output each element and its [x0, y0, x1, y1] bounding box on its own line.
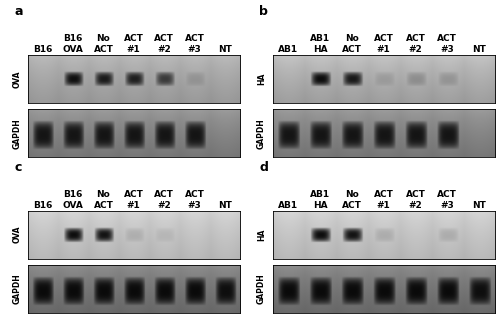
- Text: NT: NT: [218, 45, 232, 54]
- Text: GAPDH: GAPDH: [257, 118, 266, 149]
- Text: ACT
#2: ACT #2: [154, 190, 174, 210]
- Text: GAPDH: GAPDH: [12, 274, 21, 304]
- Text: ACT
#3: ACT #3: [438, 190, 458, 210]
- Text: No
ACT: No ACT: [94, 190, 114, 210]
- Text: ACT
#1: ACT #1: [124, 190, 144, 210]
- Text: ACT
#3: ACT #3: [438, 34, 458, 54]
- Text: HA: HA: [257, 229, 266, 241]
- Text: ACT
#1: ACT #1: [124, 34, 144, 54]
- Text: B16: B16: [33, 45, 52, 54]
- Text: B16
OVA: B16 OVA: [62, 34, 84, 54]
- Text: NT: NT: [472, 45, 486, 54]
- Text: GAPDH: GAPDH: [257, 274, 266, 304]
- Text: AB1: AB1: [278, 45, 298, 54]
- Text: c: c: [15, 161, 22, 174]
- Text: ACT
#3: ACT #3: [184, 190, 204, 210]
- Text: ACT
#1: ACT #1: [374, 190, 394, 210]
- Text: No
ACT: No ACT: [94, 34, 114, 54]
- Text: B16: B16: [33, 201, 52, 210]
- Text: b: b: [259, 5, 268, 18]
- Text: ACT
#1: ACT #1: [374, 34, 394, 54]
- Text: ACT
#2: ACT #2: [154, 34, 174, 54]
- Text: OVA: OVA: [12, 226, 21, 244]
- Text: NT: NT: [218, 201, 232, 210]
- Text: AB1
HA: AB1 HA: [310, 190, 330, 210]
- Text: d: d: [259, 161, 268, 174]
- Text: GAPDH: GAPDH: [12, 118, 21, 149]
- Text: No
ACT: No ACT: [342, 190, 362, 210]
- Text: ACT
#2: ACT #2: [406, 190, 425, 210]
- Text: B16
OVA: B16 OVA: [62, 190, 84, 210]
- Text: AB1
HA: AB1 HA: [310, 34, 330, 54]
- Text: OVA: OVA: [12, 70, 21, 88]
- Text: HA: HA: [257, 73, 266, 85]
- Text: No
ACT: No ACT: [342, 34, 362, 54]
- Text: AB1: AB1: [278, 201, 298, 210]
- Text: ACT
#3: ACT #3: [184, 34, 204, 54]
- Text: NT: NT: [472, 201, 486, 210]
- Text: a: a: [15, 5, 23, 18]
- Text: ACT
#2: ACT #2: [406, 34, 425, 54]
